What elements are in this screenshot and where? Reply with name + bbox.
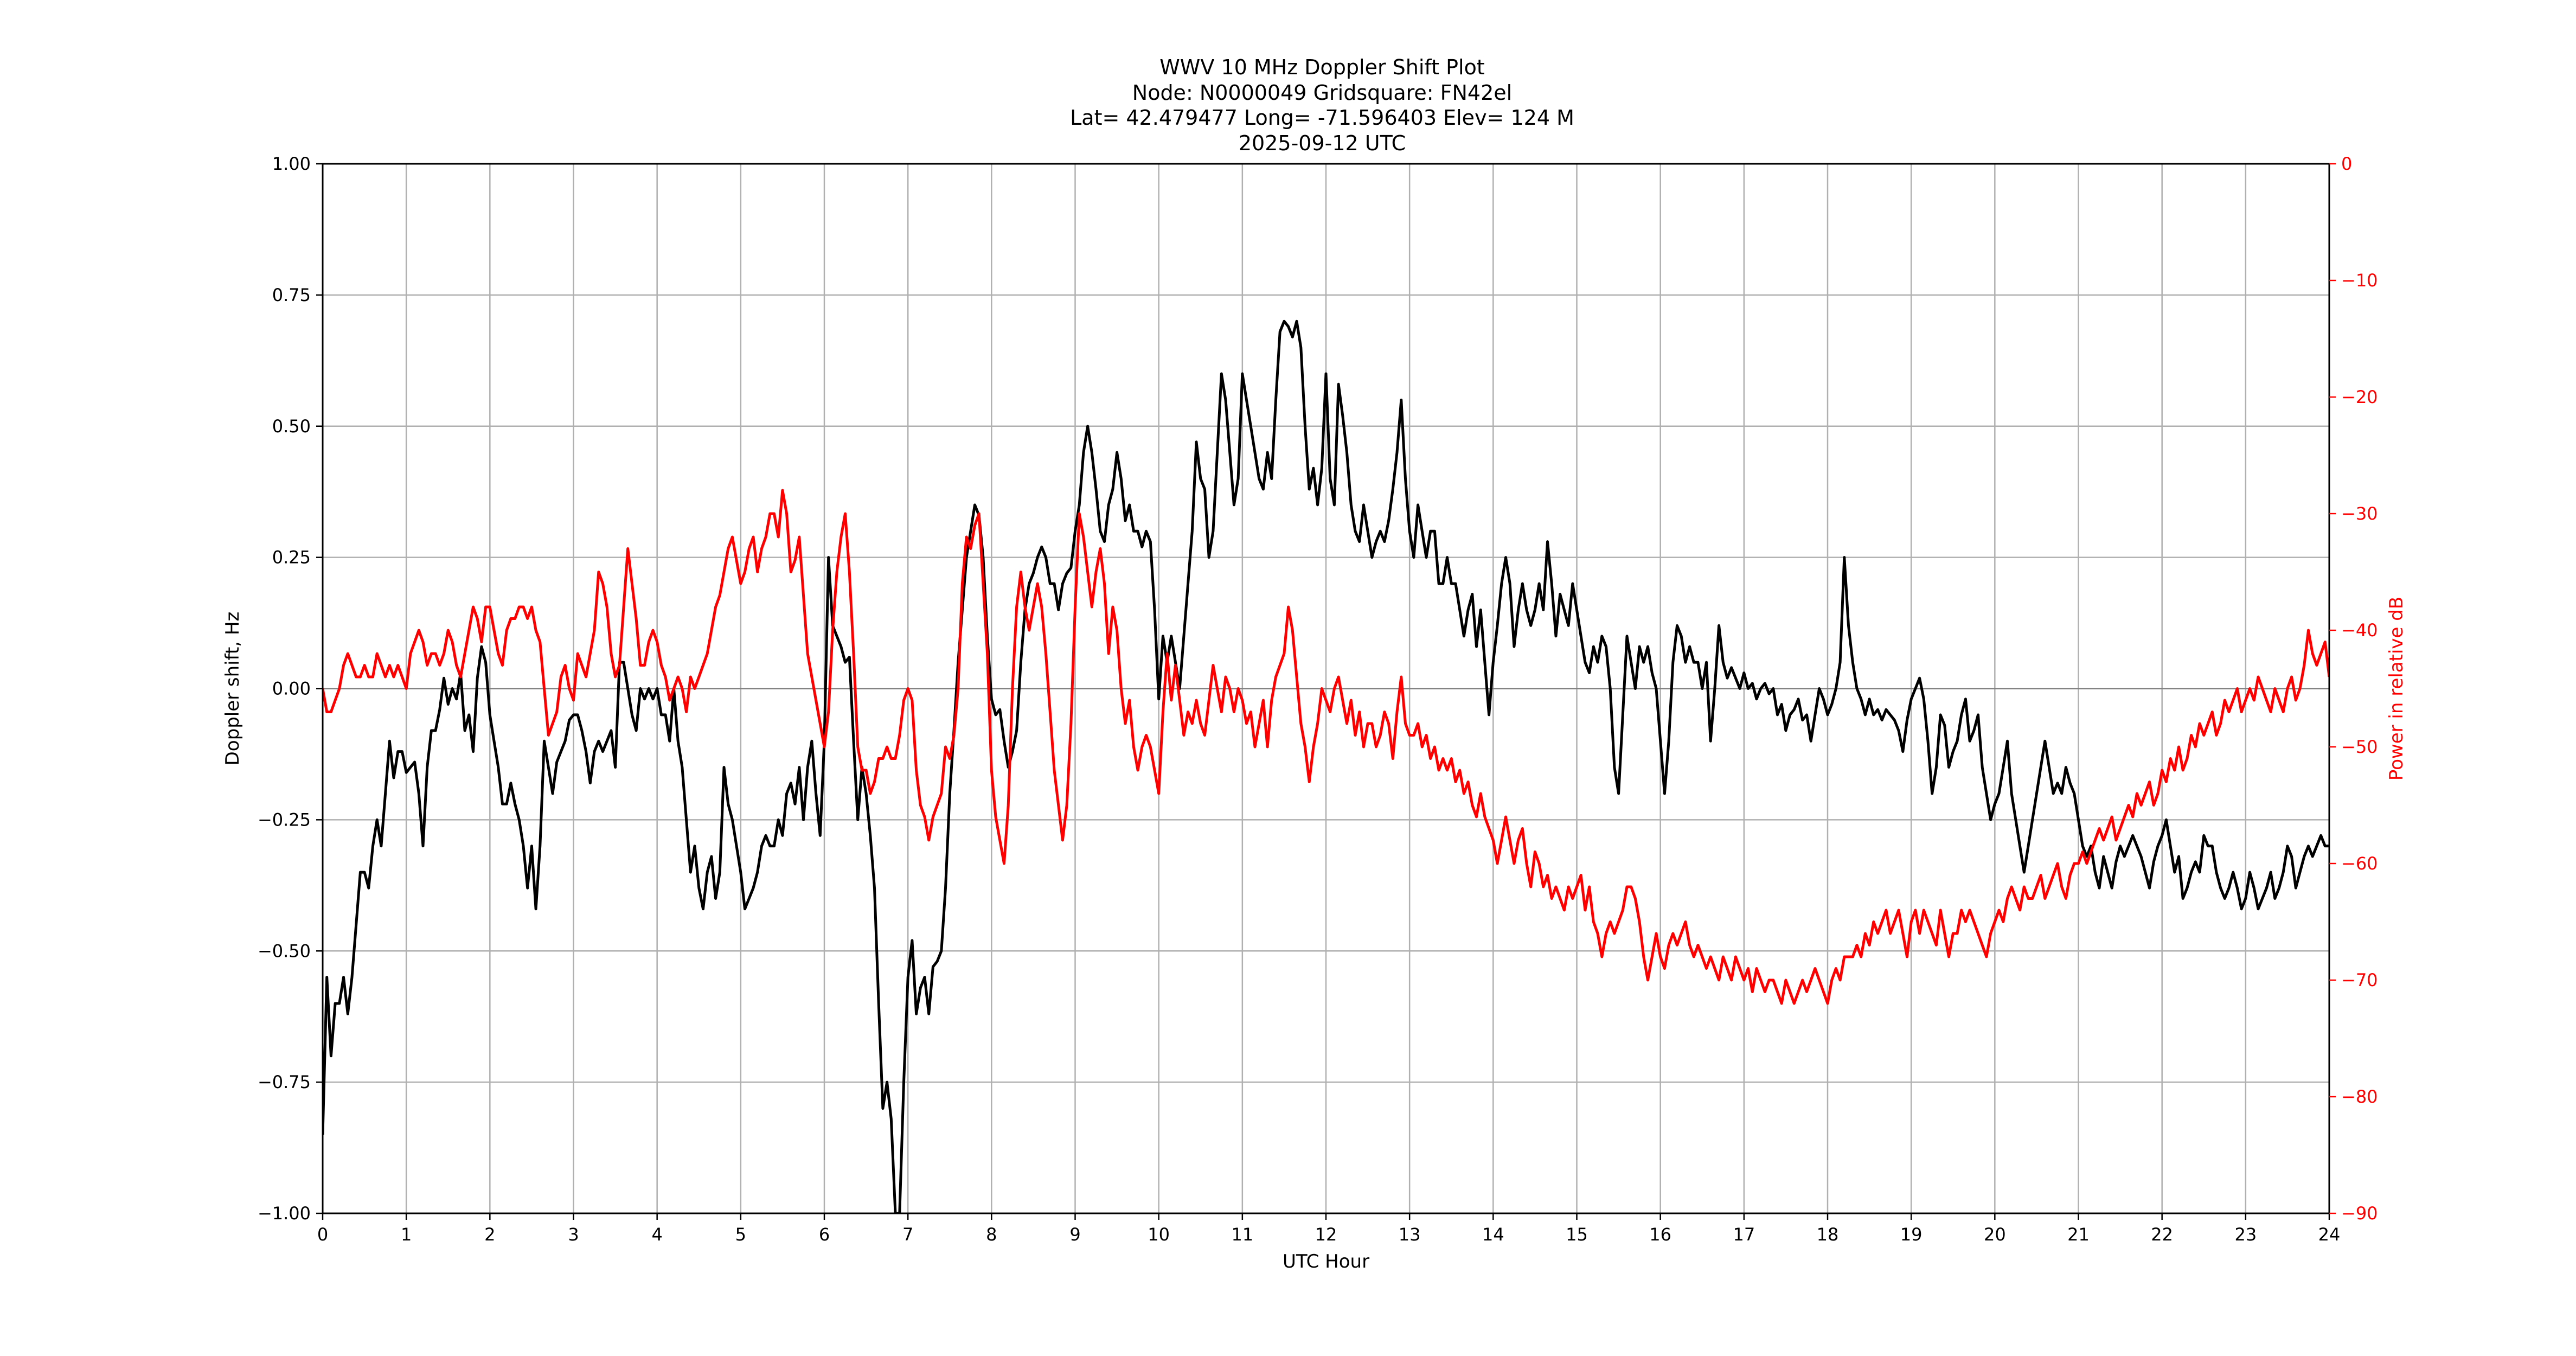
x-tick-label: 0 — [317, 1224, 328, 1245]
x-tick-label: 13 — [1399, 1224, 1421, 1245]
x-tick-label: 14 — [1482, 1224, 1504, 1245]
x-tick-label: 10 — [1148, 1224, 1170, 1245]
y2-tick-label: −30 — [2341, 503, 2378, 524]
x-tick-label: 2 — [484, 1224, 495, 1245]
y-tick-label: −0.25 — [258, 809, 311, 830]
x-tick-label: 24 — [2318, 1224, 2341, 1245]
chart-title-block: WWV 10 MHz Doppler Shift Plot Node: N000… — [1070, 55, 1574, 155]
y-tick-label: 1.00 — [272, 153, 311, 174]
x-tick-label: 11 — [1231, 1224, 1253, 1245]
y2-tick-label: −60 — [2341, 853, 2378, 874]
x-tick-label: 17 — [1733, 1224, 1755, 1245]
x-tick-label: 21 — [2067, 1224, 2090, 1245]
x-tick-label: 7 — [902, 1224, 913, 1245]
y-tick-label: 0.00 — [272, 679, 311, 699]
x-tick-label: 9 — [1069, 1224, 1080, 1245]
x-tick-label: 20 — [1984, 1224, 2006, 1245]
x-tick-label: 3 — [568, 1224, 579, 1245]
chart-title: WWV 10 MHz Doppler Shift Plot — [1159, 55, 1485, 79]
x-tick-label: 4 — [651, 1224, 662, 1245]
y2-tick-label: −90 — [2341, 1203, 2378, 1224]
y-tick-label: −0.50 — [258, 941, 311, 961]
x-tick-label: 15 — [1566, 1224, 1588, 1245]
chart-subtitle-date: 2025-09-12 UTC — [1239, 131, 1406, 155]
x-tick-label: 5 — [735, 1224, 746, 1245]
x-tick-label: 6 — [819, 1224, 830, 1245]
y2-tick-label: −10 — [2341, 270, 2378, 291]
doppler-series-line — [323, 319, 2329, 1213]
x-axis-label: UTC Hour — [1283, 1251, 1369, 1272]
x-tick-label: 18 — [1817, 1224, 1839, 1245]
x-tick-label: 16 — [1649, 1224, 1671, 1245]
y-tick-label: −1.00 — [258, 1203, 311, 1224]
y-axis-left: 1.00 0.75 0.50 0.25 0.00 −0.25 −0.50 −0.75 −1.00 — [258, 153, 323, 1224]
y-axis-label: Doppler shift, Hz — [222, 612, 243, 766]
x-tick-label: 19 — [1900, 1224, 1923, 1245]
y-axis-right: 0 −10 −20 −30 −40 −50 −60 −70 −80 −90 — [2329, 153, 2378, 1224]
y2-tick-label: −80 — [2341, 1086, 2378, 1107]
chart-subtitle-node: Node: N0000049 Gridsquare: FN42el — [1132, 81, 1512, 105]
power-series-line — [323, 489, 2329, 1005]
y-tick-label: 0.25 — [272, 547, 311, 568]
y-tick-label: 0.50 — [272, 416, 311, 437]
x-tick-label: 22 — [2151, 1224, 2173, 1245]
y-tick-label: −0.75 — [258, 1072, 311, 1092]
y2-tick-label: −40 — [2341, 620, 2378, 641]
x-tick-label: 12 — [1315, 1224, 1337, 1245]
chart-subtitle-location: Lat= 42.479477 Long= -71.596403 Elev= 12… — [1070, 106, 1574, 130]
x-tick-label: 1 — [401, 1224, 412, 1245]
x-tick-label: 23 — [2234, 1224, 2257, 1245]
series-layer — [323, 319, 2329, 1213]
y-tick-label: 0.75 — [272, 285, 311, 305]
y2-tick-label: 0 — [2341, 153, 2352, 174]
x-axis: 0 1 2 3 4 5 6 7 8 9 10 11 12 13 14 15 16 17 18 19 20 21 22 23 24 — [317, 1213, 2341, 1245]
y2-axis-label: Power in relative dB — [2386, 597, 2407, 781]
y2-tick-label: −70 — [2341, 970, 2378, 990]
x-tick-label: 8 — [986, 1224, 997, 1245]
y2-tick-label: −20 — [2341, 387, 2378, 407]
y2-tick-label: −50 — [2341, 737, 2378, 757]
